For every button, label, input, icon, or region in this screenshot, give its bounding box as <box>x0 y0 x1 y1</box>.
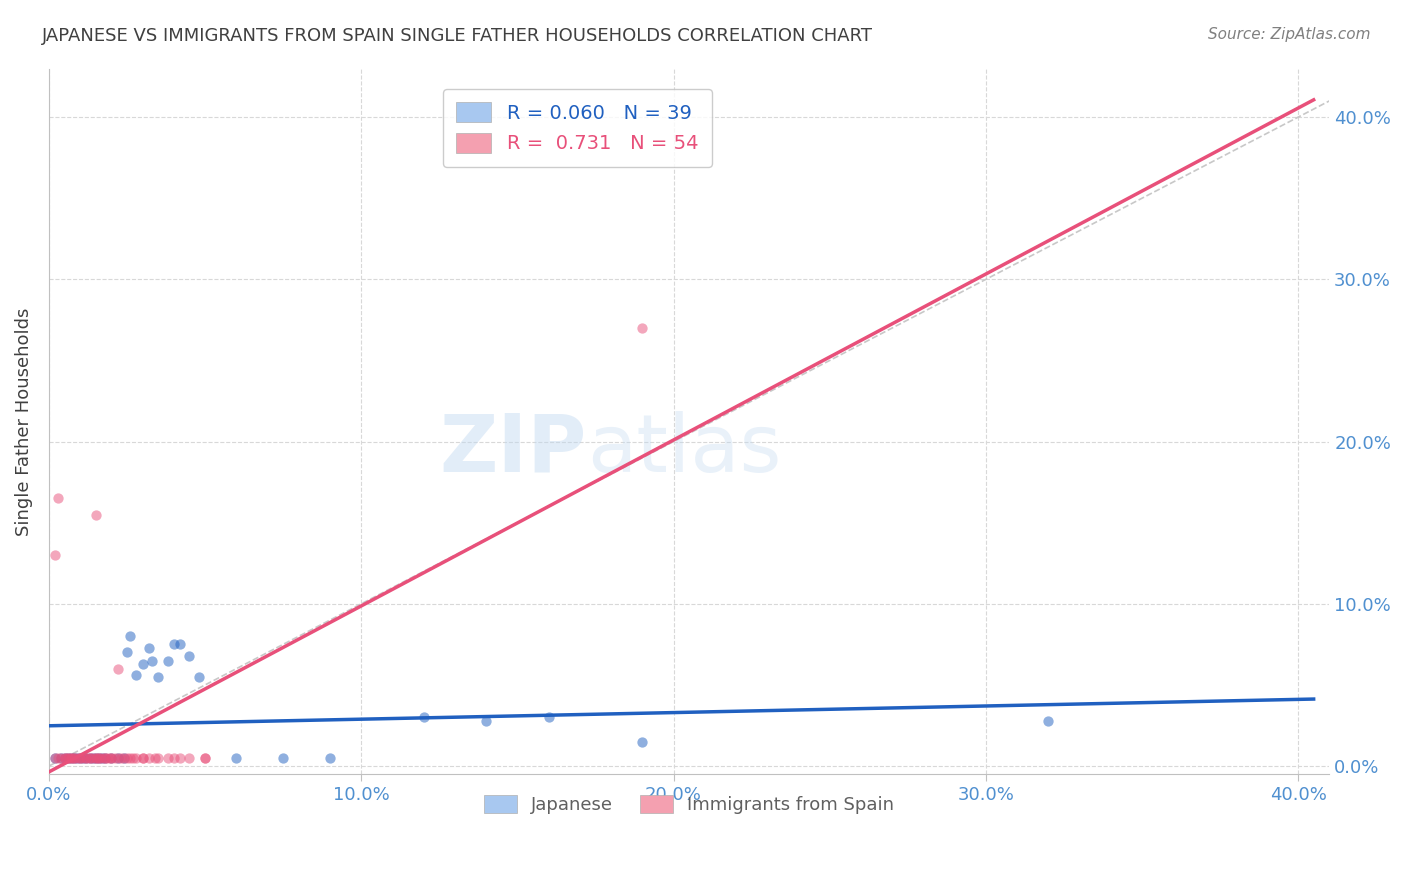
Point <box>131 751 153 765</box>
Point <box>87 751 110 765</box>
Point <box>112 751 135 765</box>
Point <box>84 751 107 765</box>
Point <box>537 710 560 724</box>
Point <box>225 751 247 765</box>
Text: Source: ZipAtlas.com: Source: ZipAtlas.com <box>1208 27 1371 42</box>
Point <box>72 751 94 765</box>
Point <box>66 751 89 765</box>
Point <box>59 751 82 765</box>
Point <box>79 751 101 765</box>
Point <box>112 751 135 765</box>
Point <box>91 751 114 765</box>
Point <box>84 751 107 765</box>
Point <box>46 751 69 765</box>
Point <box>63 751 86 765</box>
Point <box>120 751 142 765</box>
Point <box>56 751 79 765</box>
Point <box>82 751 104 765</box>
Point <box>100 751 122 765</box>
Point <box>44 548 66 562</box>
Point <box>94 751 117 765</box>
Point <box>141 654 163 668</box>
Point <box>91 751 114 765</box>
Point <box>319 751 342 765</box>
Point <box>169 751 191 765</box>
Point <box>53 751 76 765</box>
Point <box>66 751 89 765</box>
Point <box>56 751 79 765</box>
Point <box>179 648 201 663</box>
Text: JAPANESE VS IMMIGRANTS FROM SPAIN SINGLE FATHER HOUSEHOLDS CORRELATION CHART: JAPANESE VS IMMIGRANTS FROM SPAIN SINGLE… <box>42 27 873 45</box>
Point <box>110 751 132 765</box>
Point <box>44 751 66 765</box>
Point <box>100 751 122 765</box>
Text: atlas: atlas <box>586 410 782 489</box>
Point <box>79 751 101 765</box>
Point <box>194 751 217 765</box>
Point <box>631 734 654 748</box>
Point <box>1038 714 1060 728</box>
Point <box>97 751 120 765</box>
Point <box>131 657 153 671</box>
Point <box>148 670 170 684</box>
Point <box>51 751 73 765</box>
Point <box>122 751 145 765</box>
Point <box>107 751 129 765</box>
Point <box>179 751 201 765</box>
Y-axis label: Single Father Households: Single Father Households <box>15 307 32 535</box>
Point <box>69 751 91 765</box>
Point <box>115 645 138 659</box>
Point <box>125 668 148 682</box>
Point <box>163 751 186 765</box>
Point <box>75 751 97 765</box>
Point <box>69 751 91 765</box>
Point <box>87 751 110 765</box>
Point <box>75 751 97 765</box>
Point <box>138 640 160 655</box>
Point <box>51 751 73 765</box>
Point <box>84 751 107 765</box>
Point <box>631 321 654 335</box>
Point <box>138 751 160 765</box>
Point <box>84 508 107 522</box>
Point <box>72 751 94 765</box>
Point <box>169 637 191 651</box>
Point <box>100 751 122 765</box>
Point <box>115 751 138 765</box>
Point <box>94 751 117 765</box>
Point <box>69 751 91 765</box>
Point <box>56 751 79 765</box>
Point <box>82 751 104 765</box>
Point <box>475 714 498 728</box>
Point <box>53 751 76 765</box>
Point <box>156 654 179 668</box>
Point <box>79 751 101 765</box>
Legend: Japanese, Immigrants from Spain: Japanese, Immigrants from Spain <box>474 784 905 825</box>
Point <box>107 751 129 765</box>
Point <box>148 751 170 765</box>
Text: ZIP: ZIP <box>440 410 586 489</box>
Point <box>103 751 125 765</box>
Point <box>46 491 69 506</box>
Point <box>412 710 434 724</box>
Point <box>53 751 76 765</box>
Point <box>107 662 129 676</box>
Point <box>63 751 86 765</box>
Point <box>120 629 142 643</box>
Point <box>156 751 179 765</box>
Point <box>143 751 166 765</box>
Point <box>59 751 82 765</box>
Point <box>44 751 66 765</box>
Point <box>87 751 110 765</box>
Point <box>75 751 97 765</box>
Point <box>163 637 186 651</box>
Point <box>271 751 294 765</box>
Point <box>59 751 82 765</box>
Point <box>194 751 217 765</box>
Point <box>125 751 148 765</box>
Point <box>131 751 153 765</box>
Point <box>63 751 86 765</box>
Point <box>187 670 209 684</box>
Point <box>94 751 117 765</box>
